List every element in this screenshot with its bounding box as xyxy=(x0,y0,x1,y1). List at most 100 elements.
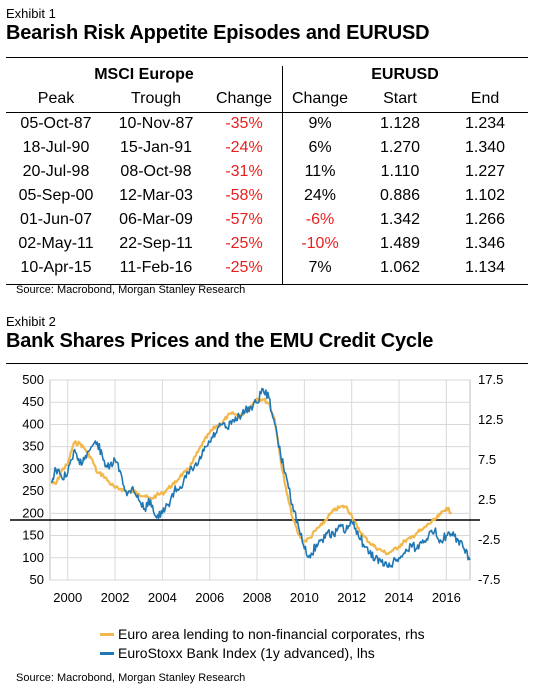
table-row: 20-Jul-98 08-Oct-98 -31% 11% 1.110 1.227 xyxy=(6,160,528,184)
bank-index-series-line xyxy=(51,387,471,569)
eurusd-group-header: EURUSD xyxy=(371,66,439,83)
exhibit-2-label: Exhibit 2 xyxy=(6,314,56,329)
legend-item-bank: EuroStoxx Bank Index (1y advanced), lhs xyxy=(100,645,375,661)
cell-start: 1.062 xyxy=(379,259,421,276)
col-header-peak: Peak xyxy=(37,90,75,107)
title-rule xyxy=(6,57,528,58)
x-tick-label: 2010 xyxy=(290,590,319,605)
right-tick-label: 12.5 xyxy=(478,412,503,427)
cell-trough: 22-Sep-11 xyxy=(119,235,193,252)
left-tick-label: 400 xyxy=(22,416,44,431)
left-tick-label: 500 xyxy=(22,372,44,387)
header-rule xyxy=(6,112,528,113)
cell-msci-change: -31% xyxy=(225,163,263,180)
table-row: 10-Apr-15 11-Feb-16 -25% 7% 1.062 1.134 xyxy=(6,256,528,280)
left-tick-label: 250 xyxy=(22,483,44,498)
right-tick-label: 17.5 xyxy=(478,372,503,387)
cell-peak: 18-Jul-90 xyxy=(22,139,90,156)
col-header-msci-change: Change xyxy=(215,90,273,107)
episodes-table: 05-Oct-87 10-Nov-87 -35% 9% 1.128 1.234 18-Jul… xyxy=(6,112,528,280)
x-tick-label: 2000 xyxy=(53,590,82,605)
left-tick-label: 150 xyxy=(22,528,44,543)
msci-europe-group-header: MSCI Europe xyxy=(94,66,194,83)
legend-swatch-bank xyxy=(100,651,114,655)
cell-end: 1.102 xyxy=(464,187,506,204)
cell-eurusd-change: -6% xyxy=(305,211,335,228)
cell-msci-change: -57% xyxy=(225,211,263,228)
cell-trough: 08-Oct-98 xyxy=(120,163,192,180)
legend-label-lending: Euro area lending to non-financial corpo… xyxy=(118,626,425,642)
cell-eurusd-change: 9% xyxy=(308,115,332,132)
cell-msci-change: -58% xyxy=(225,187,263,204)
cell-eurusd-change: 6% xyxy=(308,139,332,156)
x-tick-label: 2008 xyxy=(243,590,272,605)
right-tick-label: 2.5 xyxy=(478,492,496,507)
left-tick-label: 300 xyxy=(22,461,44,476)
x-tick-label: 2004 xyxy=(148,590,177,605)
left-tick-label: 200 xyxy=(22,505,44,520)
table-row: 05-Oct-87 10-Nov-87 -35% 9% 1.128 1.234 xyxy=(6,112,528,136)
bank-shares-credit-chart: 500 450 400 350 300 250 200 150 100 50 17.5 12.5 7.5… xyxy=(10,372,503,605)
table-row: 01-Jun-07 06-Mar-09 -57% -6% 1.342 1.266 xyxy=(6,208,528,232)
right-tick-label: 7.5 xyxy=(478,452,496,467)
cell-msci-change: -25% xyxy=(225,235,263,252)
left-tick-label: 350 xyxy=(22,439,44,454)
left-tick-label: 100 xyxy=(22,550,44,565)
cell-end: 1.266 xyxy=(464,211,506,228)
col-header-end: End xyxy=(470,90,500,107)
cell-eurusd-change: 11% xyxy=(304,163,336,180)
cell-trough: 15-Jan-91 xyxy=(119,139,193,156)
cell-peak: 02-May-11 xyxy=(18,235,94,252)
cell-trough: 10-Nov-87 xyxy=(118,115,194,132)
cell-start: 1.110 xyxy=(380,163,420,180)
x-tick-label: 2006 xyxy=(195,590,224,605)
legend-label-bank: EuroStoxx Bank Index (1y advanced), lhs xyxy=(118,645,375,661)
left-tick-label: 450 xyxy=(22,394,44,409)
x-tick-label: 2014 xyxy=(385,590,414,605)
title-rule-2 xyxy=(6,363,528,364)
cell-msci-change: -25% xyxy=(225,259,263,276)
col-header-eurusd-change: Change xyxy=(291,90,349,107)
cell-start: 1.270 xyxy=(379,139,421,156)
cell-start: 1.342 xyxy=(379,211,421,228)
table-row: 02-May-11 22-Sep-11 -25% -10% 1.489 1.346 xyxy=(6,232,528,256)
column-divider xyxy=(282,66,283,284)
left-tick-label: 50 xyxy=(30,572,44,587)
cell-peak: 05-Sep-00 xyxy=(18,187,94,204)
lending-series-line xyxy=(50,397,453,556)
cell-end: 1.346 xyxy=(464,235,506,252)
exhibit-1-title: Bearish Risk Appetite Episodes and EURUS… xyxy=(6,22,430,44)
x-tick-label: 2002 xyxy=(101,590,130,605)
cell-end: 1.134 xyxy=(464,259,506,276)
cell-trough: 06-Mar-09 xyxy=(119,211,193,228)
cell-eurusd-change: 24% xyxy=(303,187,337,204)
legend-item-lending: Euro area lending to non-financial corpo… xyxy=(100,626,425,642)
x-tick-label: 2012 xyxy=(337,590,366,605)
x-tick-label: 2016 xyxy=(432,590,461,605)
exhibit-1-label: Exhibit 1 xyxy=(6,6,56,21)
cell-peak: 20-Jul-98 xyxy=(22,163,90,180)
cell-peak: 05-Oct-87 xyxy=(20,115,92,132)
cell-msci-change: -24% xyxy=(225,139,263,156)
legend-swatch-lending xyxy=(100,632,114,636)
cell-start: 0.886 xyxy=(379,187,421,204)
right-tick-label: -2.5 xyxy=(478,532,500,547)
cell-end: 1.340 xyxy=(464,139,506,156)
cell-msci-change: -35% xyxy=(225,115,263,132)
table-bottom-rule xyxy=(6,284,528,285)
cell-eurusd-change: 7% xyxy=(308,259,332,276)
table-row: 05-Sep-00 12-Mar-03 -58% 24% 0.886 1.102 xyxy=(6,184,528,208)
table-row: 18-Jul-90 15-Jan-91 -24% 6% 1.270 1.340 xyxy=(6,136,528,160)
cell-peak: 10-Apr-15 xyxy=(20,259,92,276)
exhibit-1-source: Source: Macrobond, Morgan Stanley Resear… xyxy=(16,284,246,296)
exhibit-2-title: Bank Shares Prices and the EMU Credit Cy… xyxy=(6,330,434,352)
col-header-trough: Trough xyxy=(130,90,182,107)
exhibit-2-source: Source: Macrobond, Morgan Stanley Resear… xyxy=(16,672,246,684)
cell-trough: 12-Mar-03 xyxy=(119,187,193,204)
cell-end: 1.234 xyxy=(464,115,506,132)
cell-end: 1.227 xyxy=(464,163,506,180)
cell-trough: 11-Feb-16 xyxy=(119,259,193,276)
col-header-start: Start xyxy=(383,90,417,107)
cell-eurusd-change: -10% xyxy=(301,235,339,252)
cell-start: 1.128 xyxy=(379,115,421,132)
